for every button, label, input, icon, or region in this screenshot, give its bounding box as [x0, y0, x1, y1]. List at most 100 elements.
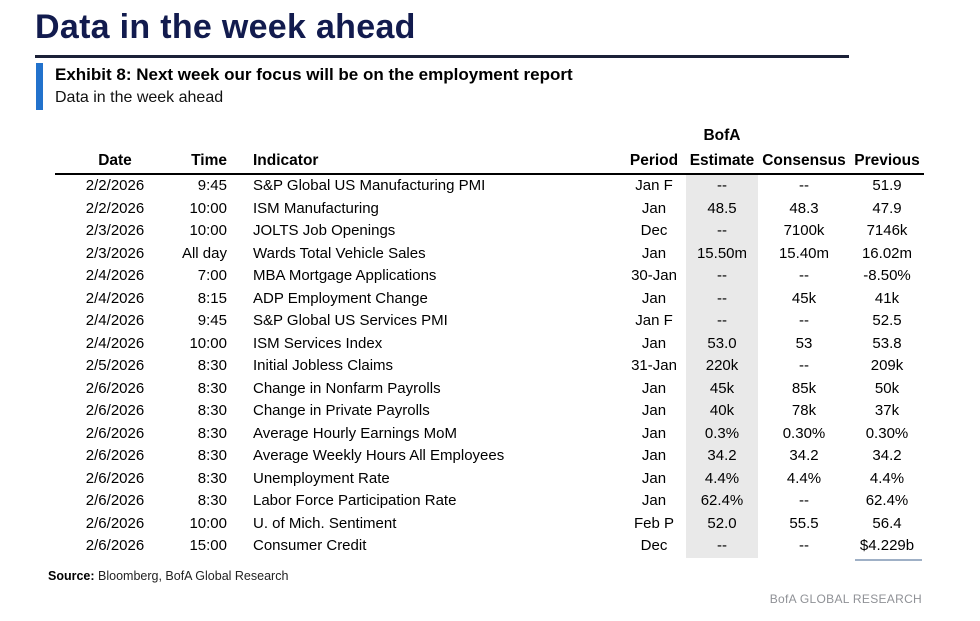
cell-time: 10:00 [189, 222, 227, 239]
cell-date: 2/6/2026 [85, 402, 145, 419]
table-row: 2/2/2026 10:00 ISM Manufacturing Jan 48.5 48.… [55, 197, 924, 220]
cell-indicator: Average Weekly Hours All Employees [253, 447, 505, 464]
table-row: 2/2/2026 9:45 S&P Global US Manufacturing … [55, 174, 924, 198]
cell-previous: 56.4 [872, 514, 902, 532]
cell-consensus: 53 [795, 334, 813, 352]
column-header-estimate: Estimate [686, 148, 758, 175]
cell-date: 2/6/2026 [85, 424, 145, 442]
cell-consensus: 55.5 [789, 514, 819, 532]
cell-estimate: 220k [686, 355, 758, 378]
cell-period: Jan [641, 244, 667, 262]
cell-estimate: 0.3% [686, 422, 758, 445]
column-header-indicator: Indicator [237, 148, 622, 175]
cell-previous: 50k [874, 379, 900, 397]
cell-estimate: 48.5 [686, 197, 758, 220]
table-row: 2/4/2026 7:00 MBA Mortgage Applications 30-… [55, 265, 924, 288]
cell-previous: 209k [870, 357, 904, 374]
cell-date: 2/6/2026 [85, 492, 145, 509]
cell-time: 15:00 [189, 537, 227, 554]
cell-previous: 53.8 [872, 334, 902, 352]
cell-time: 7:00 [197, 267, 227, 284]
table-bottom-accent-line [855, 559, 922, 561]
cell-indicator: Unemployment Rate [253, 469, 390, 487]
table-column-header-row: Date Time Indicator Period Estimate Cons… [55, 148, 924, 175]
cell-indicator: MBA Mortgage Applications [253, 267, 437, 284]
cell-consensus: 85k [791, 379, 817, 397]
footer-brand: BofA GLOBAL RESEARCH [769, 592, 922, 606]
page-title: Data in the week ahead [35, 8, 416, 46]
cell-date: 2/4/2026 [85, 312, 145, 329]
cell-period: 31-Jan [631, 357, 677, 374]
cell-estimate: 4.4% [686, 467, 758, 490]
cell-previous: 34.2 [872, 447, 902, 464]
table-row: 2/3/2026 10:00 JOLTS Job Openings Dec -- 7100… [55, 220, 924, 243]
cell-previous: -8.50% [863, 267, 911, 284]
cell-time: 8:30 [197, 424, 227, 442]
cell-period: Jan F [635, 177, 673, 194]
table-row: 2/6/2026 8:30 Change in Nonfarm Payrolls Ja… [55, 377, 924, 400]
cell-consensus: -- [799, 177, 809, 194]
cell-consensus: 48.3 [789, 199, 819, 217]
cell-period: 30-Jan [631, 267, 677, 284]
table-row: 2/4/2026 10:00 ISM Services Index Jan 53.0 53… [55, 332, 924, 355]
cell-indicator: Labor Force Participation Rate [253, 492, 457, 509]
cell-date: 2/2/2026 [85, 177, 145, 194]
cell-indicator: ISM Manufacturing [253, 199, 379, 217]
cell-previous: 51.9 [872, 177, 902, 194]
cell-consensus: -- [799, 537, 809, 554]
cell-period: Jan [641, 424, 667, 442]
cell-period: Jan [641, 289, 667, 307]
table-row: 2/6/2026 10:00 U. of Mich. Sentiment Feb P 5… [55, 512, 924, 535]
cell-period: Feb P [633, 514, 675, 532]
cell-date: 2/3/2026 [85, 222, 145, 239]
source-text: Bloomberg, BofA Global Research [94, 569, 289, 583]
cell-consensus: 4.4% [786, 469, 822, 487]
cell-previous: 52.5 [872, 312, 902, 329]
table-row: 2/6/2026 8:30 Average Hourly Earnings MoM J… [55, 422, 924, 445]
table-body: 2/2/2026 9:45 S&P Global US Manufacturing … [55, 174, 924, 558]
cell-indicator: Consumer Credit [253, 537, 367, 554]
cell-previous: 37k [874, 402, 900, 419]
cell-time: 9:45 [197, 312, 227, 329]
cell-consensus: 0.30% [782, 424, 826, 442]
table-row: 2/6/2026 8:30 Labor Force Participation Ra… [55, 490, 924, 513]
cell-date: 2/6/2026 [85, 537, 145, 554]
cell-indicator: S&P Global US Manufacturing PMI [253, 177, 486, 194]
cell-indicator: U. of Mich. Sentiment [253, 514, 397, 532]
cell-indicator: Change in Private Payrolls [253, 402, 430, 419]
cell-estimate: 40k [686, 400, 758, 423]
cell-date: 2/4/2026 [85, 267, 145, 284]
cell-previous: $4.229b [859, 537, 915, 554]
column-header-date: Date [55, 148, 175, 175]
cell-time: 9:45 [197, 177, 227, 194]
cell-time: All day [181, 244, 227, 262]
cell-period: Jan [641, 469, 667, 487]
cell-indicator: Average Hourly Earnings MoM [253, 424, 457, 442]
title-rule-divider [35, 55, 849, 58]
cell-indicator: Initial Jobless Claims [253, 357, 394, 374]
cell-time: 8:30 [197, 447, 227, 464]
cell-consensus: -- [799, 267, 809, 284]
exhibit-title: Exhibit 8: Next week our focus will be o… [55, 65, 573, 84]
cell-consensus: -- [799, 492, 809, 509]
cell-date: 2/6/2026 [85, 447, 145, 464]
cell-consensus: 34.2 [789, 447, 819, 464]
cell-time: 10:00 [189, 199, 227, 217]
cell-period: Jan [641, 199, 667, 217]
table-row: 2/4/2026 9:45 S&P Global US Services PMI Ja… [55, 310, 924, 333]
cell-estimate: -- [686, 310, 758, 333]
cell-period: Jan [641, 447, 667, 464]
table-group-header-row: BofA [55, 122, 924, 148]
exhibit-header: Exhibit 8: Next week our focus will be o… [36, 63, 573, 110]
cell-date: 2/3/2026 [85, 244, 145, 262]
cell-previous: 4.4% [869, 469, 905, 487]
cell-estimate: 52.0 [686, 512, 758, 535]
cell-period: Jan [641, 402, 667, 419]
cell-date: 2/6/2026 [85, 514, 145, 532]
cell-period: Dec [640, 222, 668, 239]
cell-estimate: -- [686, 265, 758, 288]
source-note: Source: Bloomberg, BofA Global Research [48, 569, 288, 583]
cell-previous: 41k [874, 289, 900, 307]
cell-period: Jan [641, 379, 667, 397]
cell-estimate: -- [686, 220, 758, 243]
